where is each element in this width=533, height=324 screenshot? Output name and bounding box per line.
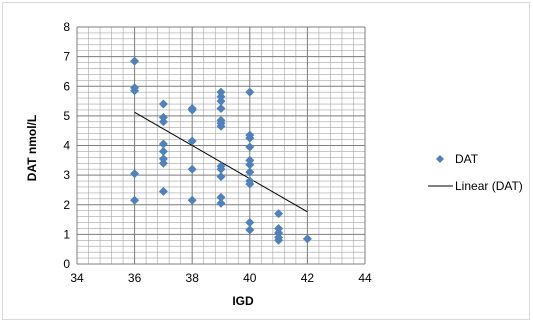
data-point (158, 158, 168, 168)
data-point (130, 56, 140, 66)
data-point (216, 198, 226, 208)
data-point (216, 192, 226, 202)
x-tick-label: 40 (243, 271, 257, 285)
data-point (216, 164, 226, 174)
data-point (245, 218, 255, 228)
y-tick-label: 2 (63, 198, 70, 212)
legend: DAT Linear (DAT) (428, 152, 523, 193)
y-tick-label: 7 (63, 50, 70, 64)
data-point (245, 160, 255, 170)
data-point (158, 146, 168, 156)
y-tick-label: 1 (63, 227, 70, 241)
x-tick-label: 36 (128, 271, 142, 285)
legend-marker-diamond (436, 155, 444, 163)
y-tick-label: 4 (63, 139, 70, 153)
data-point (158, 117, 168, 127)
y-tick-label: 0 (63, 257, 70, 271)
axes (76, 27, 365, 265)
legend-label-dat: DAT (455, 152, 479, 166)
y-tick-label: 6 (63, 79, 70, 93)
data-point (302, 234, 312, 244)
data-points (130, 56, 312, 245)
data-point (158, 139, 168, 149)
legend-label-linear: Linear (DAT) (455, 179, 523, 193)
data-point (245, 179, 255, 189)
data-point (158, 99, 168, 109)
data-point (245, 142, 255, 152)
data-point (130, 169, 140, 179)
data-point (187, 136, 197, 146)
data-point (245, 167, 255, 177)
x-tick-label: 38 (186, 271, 200, 285)
x-axis-label: IGD (232, 294, 254, 308)
data-point (245, 225, 255, 235)
grid (76, 26, 366, 265)
data-point (216, 172, 226, 182)
data-point (216, 121, 226, 131)
data-point (216, 103, 226, 113)
x-tick-label: 42 (301, 271, 315, 285)
y-tick-label: 8 (63, 20, 70, 34)
legend-item-dat: DAT (436, 152, 479, 166)
y-tick-label: 3 (63, 168, 70, 182)
x-tick-label: 34 (70, 271, 84, 285)
x-tick-label: 44 (358, 271, 372, 285)
data-point (187, 164, 197, 174)
data-point (130, 195, 140, 205)
data-point (187, 195, 197, 205)
data-point (187, 105, 197, 115)
y-tick-label: 5 (63, 109, 70, 123)
legend-item-linear: Linear (DAT) (428, 179, 523, 193)
y-axis-label: DAT nmol/L (25, 115, 39, 181)
data-point (216, 96, 226, 106)
data-point (274, 209, 284, 219)
data-point (158, 186, 168, 196)
data-point (245, 87, 255, 97)
data-point (130, 86, 140, 96)
data-point (245, 133, 255, 143)
data-point (274, 235, 284, 245)
chart-frame: 34 36 38 40 42 44 0 1 2 3 4 5 6 7 8 IGD DAT nmol/L DAT… (2, 2, 530, 320)
